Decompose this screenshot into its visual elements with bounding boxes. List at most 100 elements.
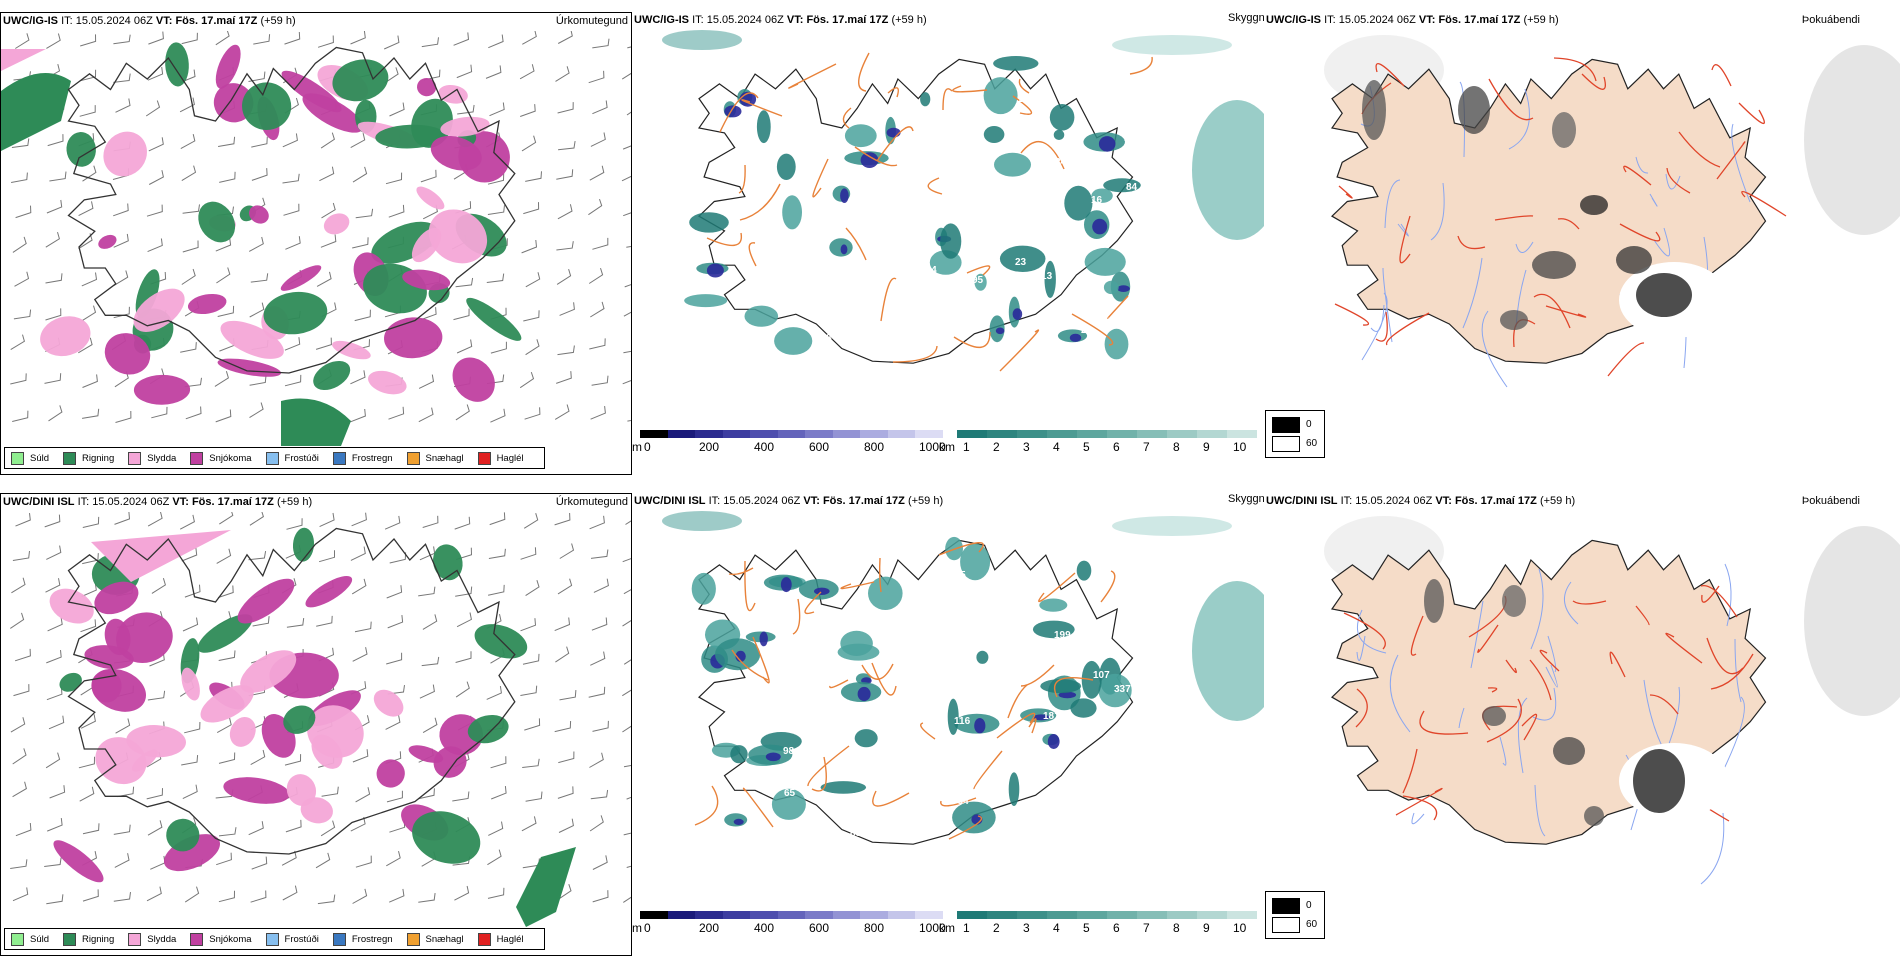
wind-barb — [388, 406, 405, 420]
wind-barb — [557, 102, 574, 114]
road-line — [1533, 293, 1571, 329]
wind-barb — [420, 169, 437, 183]
road-line — [1100, 570, 1116, 603]
wind-barb — [418, 586, 436, 597]
road-line — [807, 745, 850, 787]
wind-barb — [281, 850, 297, 866]
visibility-area — [1039, 598, 1068, 612]
visibility-area — [782, 195, 802, 230]
colorbar-segment — [1227, 911, 1258, 919]
wind-barb — [623, 589, 631, 595]
wind-barb — [115, 718, 131, 734]
wind-barb — [44, 857, 62, 867]
precip-map — [10, 512, 631, 927]
precip-area — [242, 82, 292, 131]
visibility-area — [974, 273, 987, 291]
ceiling-value-label: 65 — [784, 788, 796, 799]
precip-area — [40, 316, 91, 357]
wind-barb — [217, 585, 234, 599]
wind-barb — [148, 170, 164, 185]
wind-barb — [318, 550, 335, 563]
precip-area — [91, 530, 231, 582]
precip-area — [516, 847, 576, 927]
legend-label: Frostúði — [284, 452, 319, 464]
wind-barb — [184, 377, 202, 388]
wind-barb — [113, 73, 131, 83]
wind-barb — [284, 374, 302, 387]
wind-barb — [12, 550, 30, 561]
wind-barb — [181, 547, 198, 562]
wind-barb — [44, 514, 61, 528]
precip-area — [1, 73, 71, 151]
precip-type-legend: Súld Rigning Slydda Snjókoma Frostúði Frostre… — [4, 447, 545, 469]
ceiling-value-label: 602 — [958, 756, 975, 767]
wind-barb — [350, 546, 366, 561]
wind-barb — [215, 409, 232, 423]
wind-barb — [524, 718, 541, 731]
river-line — [1724, 563, 1732, 627]
ceiling-area — [886, 127, 901, 138]
legend-item: Slydda — [128, 932, 176, 946]
wind-barb — [386, 850, 401, 867]
wind-barb — [456, 339, 473, 354]
visibility-title: Skyggni — [1228, 12, 1264, 24]
fog-legend-swatch-0 — [1272, 898, 1300, 914]
wind-barb — [389, 552, 407, 564]
ceiling-value-label: 135 — [949, 570, 966, 581]
road-line — [1028, 718, 1037, 734]
ceiling-value-label: 96 — [1071, 296, 1083, 307]
visibility-area — [1112, 35, 1232, 55]
wind-barb — [146, 788, 163, 800]
colorbar-segment — [695, 430, 724, 438]
fog-area — [1532, 251, 1576, 279]
road-line — [1619, 223, 1661, 242]
wind-barb — [627, 46, 631, 49]
wind-barb — [386, 790, 403, 803]
river-line — [1462, 257, 1483, 329]
wind-barb — [81, 305, 97, 322]
panel-header: UWC/DINI ISL IT: 15.05.2024 06Z VT: Fös.… — [1266, 495, 1576, 507]
fog-area — [1616, 246, 1652, 274]
wind-barb — [621, 72, 631, 80]
wind-barb — [352, 647, 368, 662]
wind-barb — [589, 752, 604, 768]
ceiling-value-label: 116 — [954, 716, 971, 727]
wind-barb — [250, 749, 266, 766]
wind-barb — [250, 890, 267, 903]
road-line — [1635, 605, 1650, 626]
wind-barb — [490, 408, 506, 423]
precip-area — [53, 840, 104, 883]
precip-area — [368, 370, 407, 395]
wind-barb — [82, 374, 98, 388]
wind-barb — [315, 337, 332, 350]
colorbar-tick: 6 — [1113, 440, 1120, 454]
wind-barb — [355, 855, 372, 868]
road-line — [1665, 632, 1703, 664]
wind-barb — [284, 31, 301, 45]
road-line — [1553, 57, 1597, 82]
road-line — [1020, 141, 1065, 170]
ceiling-value-label: 338 — [1124, 138, 1141, 149]
wind-barb — [589, 515, 605, 530]
precip-area — [1, 49, 46, 71]
wind-barb — [386, 652, 403, 665]
wind-barb — [82, 553, 99, 565]
colorbar-tick: 6 — [1113, 921, 1120, 935]
wind-barb — [588, 686, 606, 698]
river-line — [1635, 156, 1649, 174]
wind-barb — [557, 786, 574, 799]
wind-barb — [419, 684, 435, 699]
wind-barb — [316, 615, 333, 627]
wind-barb — [114, 853, 130, 868]
colorbar-segment — [1017, 430, 1048, 438]
wind-barb — [525, 171, 542, 182]
visibility-area — [1076, 560, 1092, 581]
legend-item: Frostregn — [332, 451, 393, 465]
fog-map — [1324, 35, 1900, 388]
river-line — [1384, 179, 1401, 229]
wind-barb — [148, 31, 164, 45]
wind-barb — [389, 102, 405, 117]
visibility-area — [868, 576, 903, 610]
river-line — [1508, 88, 1530, 150]
wind-barb — [457, 104, 475, 115]
